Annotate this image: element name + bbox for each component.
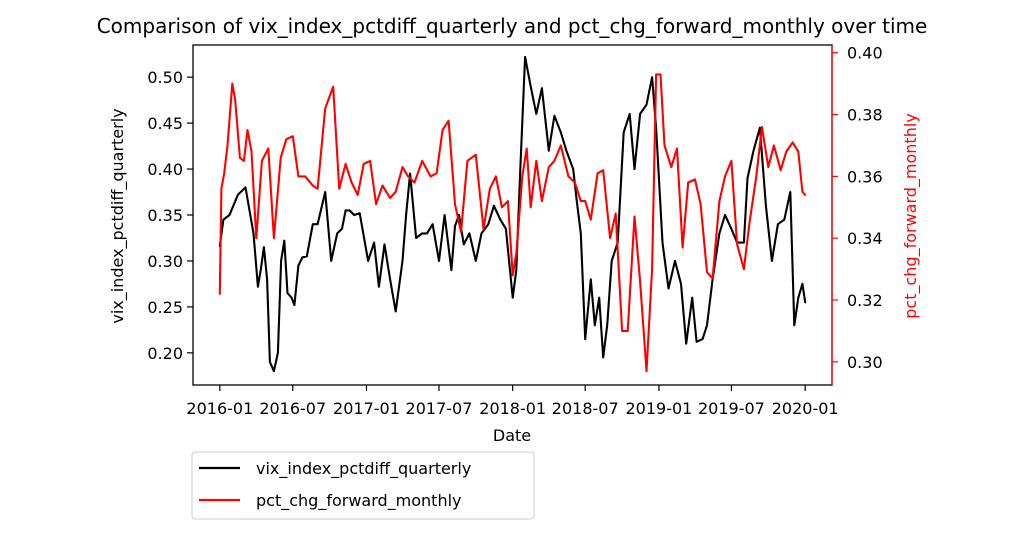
series-line-vix-index-pctdiff-quarterly [218,55,807,373]
x-tick-label: 2016-07 [259,399,326,418]
x-tick-label: 2016-01 [186,399,253,418]
x-tick-label: 2018-07 [552,399,619,418]
y-axis-left: 0.20 0.25 0.30 0.35 0.40 0.45 0.50 [147,68,193,363]
x-tick-label: 2019-01 [625,399,692,418]
x-tick-label: 2017-07 [406,399,473,418]
y-axis-left-label: vix_index_pctdiff_quarterly [108,108,128,323]
y-left-tick-label: 0.30 [147,252,183,271]
x-axis-label: Date [493,426,531,445]
y-right-tick-label: 0.34 [847,229,883,248]
x-tick-label: 2020-01 [772,399,839,418]
y-right-tick-label: 0.36 [847,167,883,186]
y-right-tick-label: 0.32 [847,291,883,310]
y-right-tick-label: 0.30 [847,353,883,372]
legend-label-pct: pct_chg_forward_monthly [256,491,462,511]
legend-label-vix: vix_index_pctdiff_quarterly [256,459,471,479]
x-tick-label: 2017-01 [333,399,400,418]
y-left-tick-label: 0.25 [147,298,183,317]
legend: vix_index_pctdiff_quarterly pct_chg_forw… [191,451,535,520]
x-axis: 2016-01 2016-07 2017-01 2017-07 2018-01 2018-… [186,385,839,418]
x-tick-label: 2018-01 [479,399,546,418]
y-left-tick-label: 0.35 [147,206,183,225]
y-left-tick-label: 0.50 [147,68,183,87]
series-line-pct-chg-forward-monthly [218,73,807,373]
y-axis-right: 0.30 0.32 0.34 0.36 0.38 0.40 [832,44,883,372]
y-right-tick-label: 0.40 [847,44,883,63]
y-axis-right-label: pct_chg_forward_monthly [901,113,921,319]
chart-title: Comparison of vix_index_pctdiff_quarterl… [97,14,928,38]
y-left-tick-label: 0.20 [147,344,183,363]
legend-frame [191,451,535,520]
series-layer [218,55,807,373]
y-right-tick-label: 0.38 [847,106,883,125]
y-left-tick-label: 0.40 [147,160,183,179]
y-left-tick-label: 0.45 [147,114,183,133]
x-tick-label: 2019-07 [698,399,765,418]
